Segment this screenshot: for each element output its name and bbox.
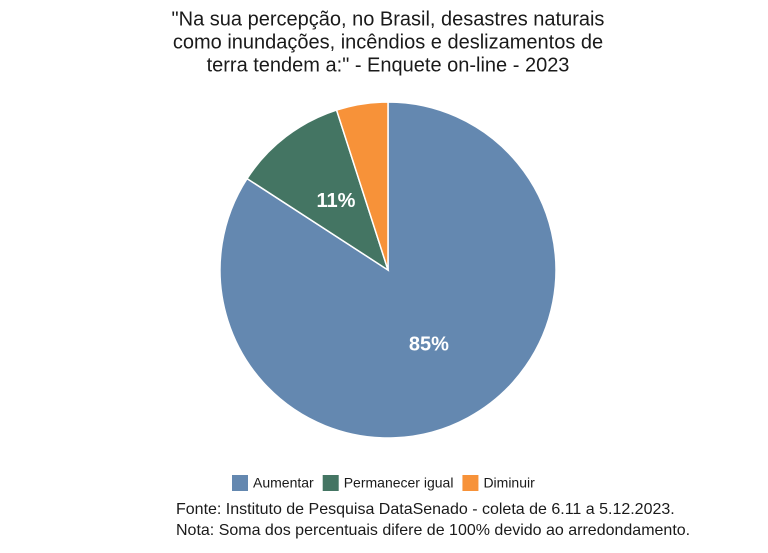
legend-swatch <box>232 475 248 491</box>
legend-label: Diminuir <box>483 475 535 491</box>
pie-slice <box>219 101 557 439</box>
pie-slice <box>335 101 389 271</box>
slice-label: 11% <box>316 190 355 212</box>
chart-title: "Na sua percepção, no Brasil, desastres … <box>172 8 605 30</box>
slice-label: 85% <box>409 334 449 356</box>
legend-swatch <box>322 475 339 491</box>
note: Fonte: Instituto de Pesquisa DataSenado … <box>176 501 675 518</box>
chart-title: como inundações, incêndios e deslizament… <box>173 31 603 53</box>
note: Nota: Soma dos percentuais difere de 100… <box>176 522 690 539</box>
legend-swatch <box>462 475 479 491</box>
legend-label: Permanecer igual <box>344 475 454 491</box>
legend-label: Aumentar <box>253 475 314 491</box>
chart-title: terra tendem a:" - Enquete on-line - 202… <box>207 54 570 76</box>
pie-slice <box>246 109 390 272</box>
